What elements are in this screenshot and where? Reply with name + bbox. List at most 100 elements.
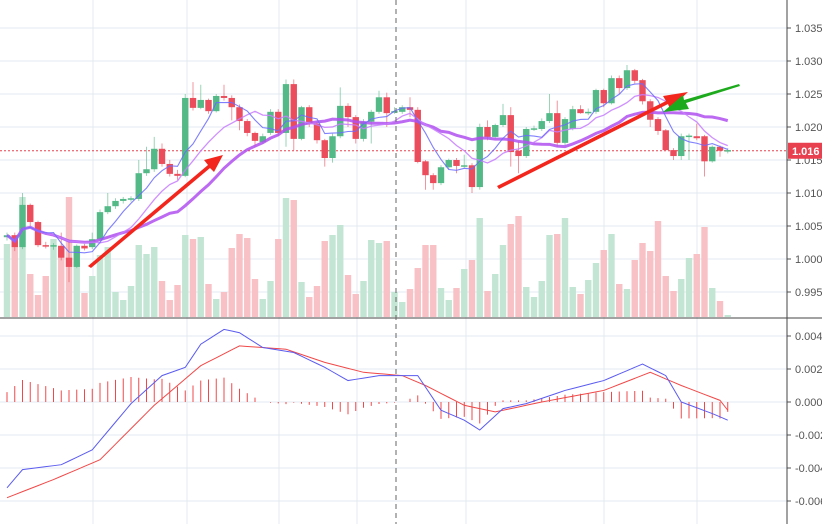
volume-bar <box>11 235 18 317</box>
candle <box>383 92 390 127</box>
candle-body <box>492 125 499 137</box>
candle <box>220 84 228 101</box>
candle-body <box>267 111 274 133</box>
volume-bar <box>321 241 328 317</box>
candle-body <box>58 245 65 258</box>
volume-bar <box>631 260 638 317</box>
candle-body <box>701 136 708 162</box>
candle-body <box>158 148 166 164</box>
candle-body <box>337 105 344 137</box>
volume-bar <box>306 297 313 317</box>
red-arrow-up-1 <box>88 155 223 268</box>
volume-bar <box>530 297 538 317</box>
candle <box>422 160 429 190</box>
volume-bar <box>259 299 266 317</box>
volume-bar <box>375 243 383 317</box>
volume-bar <box>298 282 305 317</box>
volume-bar <box>81 293 88 317</box>
last-price-label: 1.016 <box>792 146 820 158</box>
volume-bar <box>360 281 367 317</box>
candle-body <box>19 204 26 248</box>
candle-body <box>50 245 57 247</box>
volume-bar <box>244 238 251 317</box>
candle <box>267 109 274 135</box>
macd-signal-line <box>6 345 729 499</box>
candle-body <box>182 97 189 176</box>
candle-body <box>104 206 111 213</box>
volume-bar <box>546 235 553 317</box>
candle <box>166 160 173 177</box>
candle-body <box>352 117 359 139</box>
candle <box>158 143 166 167</box>
candle-body <box>430 175 437 184</box>
candle <box>244 119 251 137</box>
candle-body <box>127 198 135 200</box>
volume-bar <box>422 245 429 317</box>
volume-bar <box>716 301 724 317</box>
candle <box>73 244 80 269</box>
candle-body <box>678 136 685 157</box>
candle-body <box>476 127 483 188</box>
candle <box>290 79 297 151</box>
candle-body <box>422 161 429 176</box>
volume-bar <box>685 258 693 317</box>
candle-body <box>662 130 669 151</box>
candle <box>275 109 282 137</box>
candle <box>135 160 142 201</box>
candle <box>50 243 57 250</box>
candle-body <box>189 97 197 108</box>
candle <box>561 117 569 146</box>
candle <box>251 131 259 147</box>
candle-body <box>65 257 73 267</box>
candle-body <box>554 113 561 143</box>
candle-body <box>585 111 592 114</box>
candle-body <box>360 121 367 139</box>
candle-body <box>546 113 553 122</box>
candle <box>151 136 158 172</box>
volume-bar <box>205 284 212 317</box>
candle-body <box>236 107 243 122</box>
candle-body <box>685 135 693 138</box>
candle <box>468 163 476 193</box>
volume-bar <box>352 294 359 317</box>
candle-body <box>569 109 576 129</box>
volume-bar <box>484 291 491 317</box>
candle-body <box>399 107 406 112</box>
candle-body <box>608 78 615 104</box>
candle <box>670 148 677 160</box>
price-tick-label: 1.000 <box>795 254 822 266</box>
volume-bar <box>42 276 49 317</box>
price-tick-label: 1.025 <box>795 89 822 101</box>
volume-bar <box>724 315 731 317</box>
volume-bar <box>337 225 344 317</box>
candle-body <box>34 222 42 246</box>
macd-dif-line <box>6 328 728 489</box>
volume-bar <box>569 287 576 317</box>
candle <box>585 108 592 116</box>
volume-bar <box>523 287 530 317</box>
volume-bar <box>399 302 406 317</box>
volume-bar <box>654 221 662 317</box>
macd-pane <box>6 328 729 499</box>
candle <box>709 145 716 163</box>
candle <box>321 138 328 167</box>
candle-body <box>282 84 290 133</box>
volume-bar <box>220 292 228 317</box>
candle <box>19 193 26 250</box>
candle <box>414 107 421 164</box>
volume-bar <box>515 216 522 317</box>
volume-bar <box>34 295 42 317</box>
volume-bar <box>135 245 142 317</box>
candle <box>352 115 359 144</box>
candle-body <box>499 115 507 126</box>
candle <box>600 88 607 108</box>
candle <box>104 193 111 215</box>
volume-bar <box>228 248 235 317</box>
candle <box>445 158 452 170</box>
candle-body <box>81 245 88 249</box>
candle <box>554 100 561 147</box>
volume-bar <box>290 200 297 317</box>
volume-bar <box>701 227 708 317</box>
